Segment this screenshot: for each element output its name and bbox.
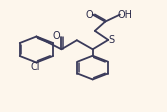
Text: Cl: Cl bbox=[31, 61, 40, 71]
Text: O: O bbox=[85, 10, 93, 20]
Text: OH: OH bbox=[117, 10, 132, 20]
Text: O: O bbox=[53, 31, 61, 41]
Text: S: S bbox=[109, 35, 115, 45]
